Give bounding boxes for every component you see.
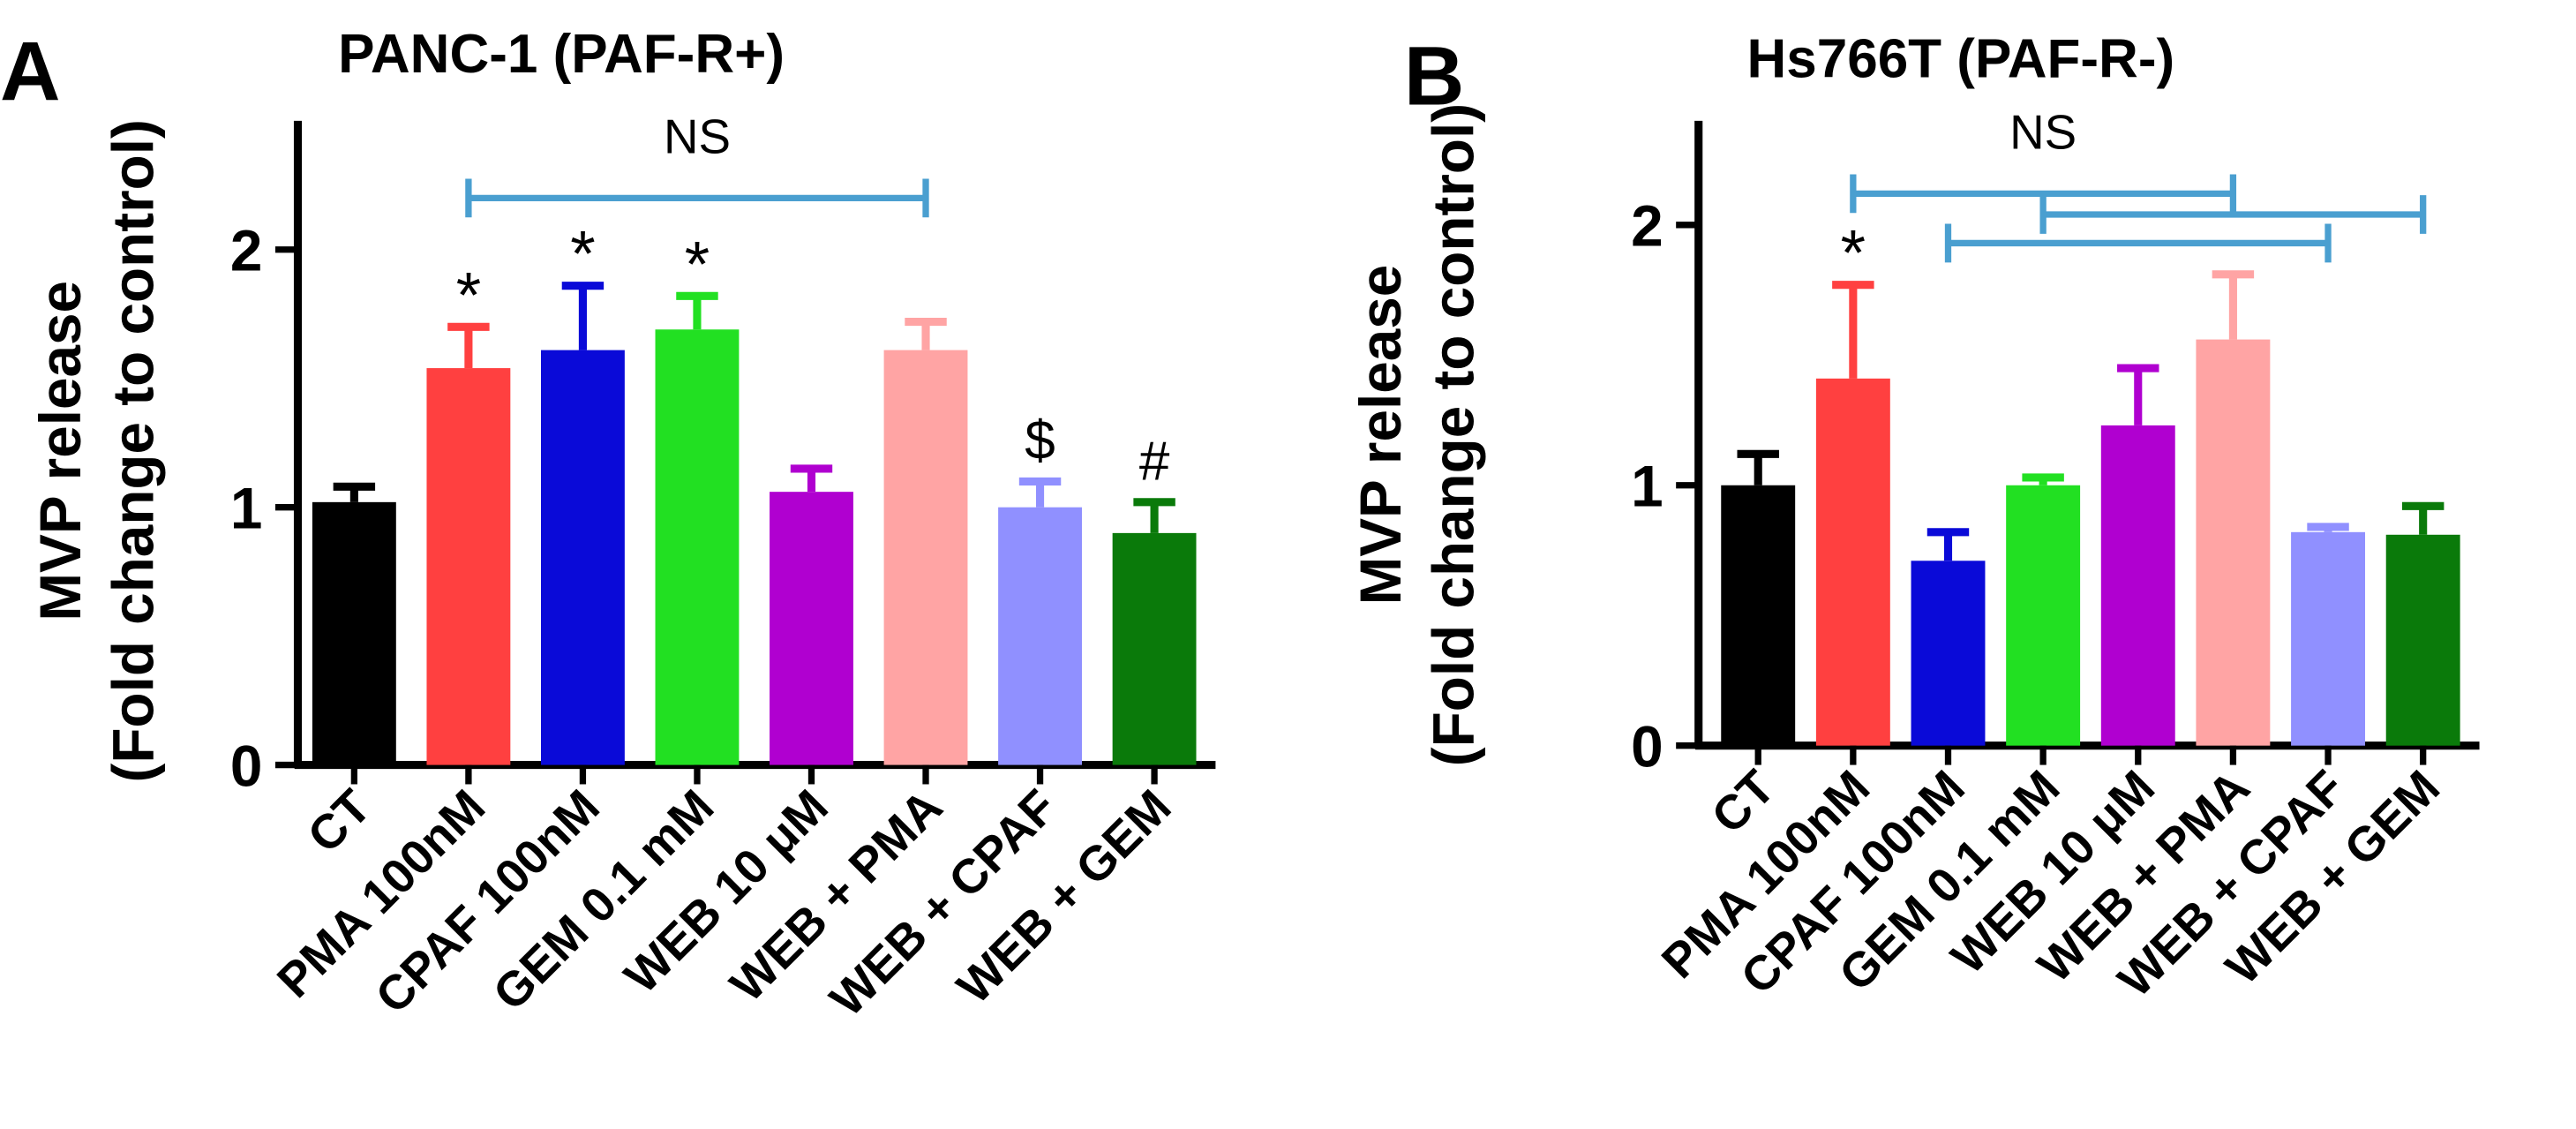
significance-mark: * xyxy=(1841,218,1866,290)
bar xyxy=(2291,531,2366,746)
bar xyxy=(998,507,1082,765)
ns-label: NS xyxy=(2009,104,2077,159)
bar xyxy=(770,492,853,765)
y-tick-label: 1 xyxy=(230,476,263,540)
significance-mark: * xyxy=(570,219,595,290)
ns-label: NS xyxy=(664,109,731,163)
bar xyxy=(2196,339,2271,746)
y-axis-label-line2: (Fold change to control) xyxy=(1421,103,1485,766)
y-axis-label-line1: MVP release xyxy=(28,281,93,621)
y-tick-label: 1 xyxy=(1631,454,1664,518)
chart-panel-a: A PANC-1 (PAF-R+) MVP release (Fold change … xyxy=(0,24,1216,1027)
bar xyxy=(2100,425,2175,746)
y-tick-label: 0 xyxy=(1631,714,1664,779)
bar xyxy=(540,350,625,765)
y-axis-label-line1: MVP release xyxy=(1348,265,1413,606)
significance-mark: # xyxy=(1139,431,1170,492)
chart-root: A PANC-1 (PAF-R+)MVP release (Fold change … xyxy=(0,24,2480,1027)
y-tick-label: 0 xyxy=(230,734,263,798)
chart-title: PANC-1 (PAF-R+) xyxy=(338,24,785,85)
panel-label: B xyxy=(1404,30,1465,124)
bar xyxy=(655,329,740,765)
y-axis-label-line2: (Fold change to control) xyxy=(101,119,165,782)
bar xyxy=(1721,485,1796,746)
x-tick-label: CT xyxy=(297,779,380,862)
y-tick-label: 2 xyxy=(1631,194,1664,259)
y-tick-label: 2 xyxy=(230,218,263,282)
bar xyxy=(2385,534,2460,746)
bar xyxy=(426,368,511,765)
significance-mark: * xyxy=(456,260,481,331)
bar xyxy=(1911,561,1986,746)
significance-mark: * xyxy=(685,229,710,300)
chart-panel-b: B Hs766T (PAF-R-) MVP release (Fold change … xyxy=(1348,29,2480,1007)
significance-mark: $ xyxy=(1025,410,1055,471)
bar xyxy=(2006,485,2081,746)
bar xyxy=(1112,532,1197,765)
panel-label: A xyxy=(0,25,61,118)
bar xyxy=(883,350,968,765)
bar xyxy=(1815,378,1890,746)
chart-title: Hs766T (PAF-R-) xyxy=(1746,29,2174,90)
bar xyxy=(312,501,396,765)
